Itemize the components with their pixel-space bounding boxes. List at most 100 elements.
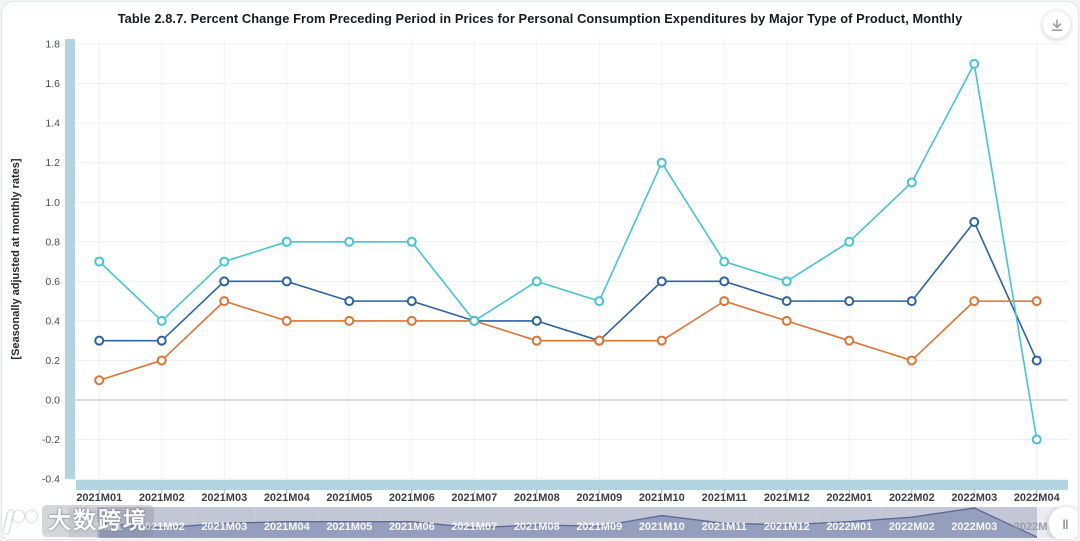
y-tick-label: 1.4 [45, 118, 60, 130]
download-button[interactable] [1042, 10, 1071, 39]
data-point-cyan[interactable] [344, 236, 355, 247]
data-point-blue[interactable] [906, 296, 917, 307]
download-icon [1051, 18, 1062, 31]
y-tick-label: -0.4 [42, 474, 60, 486]
data-point-cyan[interactable] [94, 256, 105, 267]
data-point-blue[interactable] [531, 315, 542, 326]
data-point-cyan[interactable] [281, 236, 292, 247]
navigator-label: 2021M09 [576, 521, 622, 533]
series-line-blue [98, 221, 1038, 362]
data-point-cyan[interactable] [219, 256, 230, 267]
navigator-label: 2021M11 [702, 521, 747, 533]
x-axis-label: 2021M05 [326, 492, 372, 504]
data-point-orange[interactable] [906, 355, 917, 366]
x-axis-label: 2021M08 [514, 492, 560, 504]
x-axis-label: 2021M10 [639, 492, 685, 504]
x-axis-label: 2021M07 [451, 492, 497, 504]
navigator-selection-mask[interactable] [97, 507, 1037, 538]
x-axis-label: 2021M02 [139, 492, 185, 504]
data-point-blue[interactable] [156, 335, 167, 346]
data-point-orange[interactable] [1031, 296, 1042, 307]
navigator-label: 2021M01 [76, 521, 122, 533]
navigator-label: 2021M12 [764, 521, 810, 533]
data-point-blue[interactable] [844, 296, 855, 307]
data-point-orange[interactable] [219, 296, 230, 307]
data-point-blue[interactable] [406, 296, 417, 307]
data-point-cyan[interactable] [719, 256, 730, 267]
data-point-cyan[interactable] [156, 315, 167, 326]
y-tick-label: 0.2 [45, 355, 60, 367]
navigator-label: 2022M02 [889, 521, 935, 533]
navigator-label: 2022M03 [951, 521, 997, 533]
y-tick-label: -0.2 [42, 434, 60, 446]
navigator-scroll-handle[interactable]: ‖ [1048, 506, 1078, 539]
x-axis-label: 2022M04 [1014, 492, 1061, 504]
navigator-label: 2021M04 [264, 521, 311, 533]
data-point-blue[interactable] [1031, 355, 1042, 366]
navigator-label: 2021M06 [389, 521, 435, 533]
x-axis-label: 2021M06 [389, 492, 435, 504]
x-axis-label: 2021M09 [576, 492, 622, 504]
data-point-blue[interactable] [656, 276, 667, 287]
data-point-blue[interactable] [969, 217, 980, 228]
data-point-cyan[interactable] [969, 58, 980, 69]
y-tick-label: 1.8 [45, 39, 60, 51]
data-point-orange[interactable] [594, 335, 605, 346]
navigator-label: 2021M08 [514, 521, 560, 533]
data-point-blue[interactable] [94, 335, 105, 346]
data-point-cyan[interactable] [594, 296, 605, 307]
chart-title: Table 2.8.7. Percent Change From Precedi… [117, 11, 963, 26]
grip-bars-icon: ‖ [1062, 516, 1070, 532]
data-point-cyan[interactable] [844, 236, 855, 247]
data-point-orange[interactable] [656, 335, 667, 346]
x-axis-label: 2021M11 [702, 492, 747, 504]
data-point-orange[interactable] [281, 315, 292, 326]
x-axis-label: 2021M04 [264, 492, 311, 504]
data-point-blue[interactable] [219, 276, 230, 287]
y-tick-label: 1.2 [45, 157, 60, 169]
x-axis-label: 2021M03 [201, 492, 247, 504]
y-axis-title: [Seasonally adjusted at monthly rates] [10, 158, 22, 359]
data-point-cyan[interactable] [781, 276, 792, 287]
y-tick-label: 1.0 [45, 197, 60, 209]
navigator-area-line [99, 507, 1038, 538]
series-line-orange [98, 300, 1038, 382]
navigator-label: 2021M03 [201, 521, 247, 533]
y-tick-label: 0.6 [45, 276, 60, 288]
data-point-cyan[interactable] [406, 236, 417, 247]
y-tick-label: 1.6 [45, 78, 60, 90]
data-point-blue[interactable] [344, 296, 355, 307]
navigator-area [99, 508, 1037, 538]
data-point-orange[interactable] [156, 355, 167, 366]
y-tick-label: 0.8 [45, 236, 60, 248]
data-point-cyan[interactable] [469, 315, 480, 326]
data-point-orange[interactable] [781, 315, 792, 326]
x-axis-label: 2021M12 [764, 492, 810, 504]
data-point-orange[interactable] [969, 296, 980, 307]
data-point-orange[interactable] [719, 296, 730, 307]
data-point-orange[interactable] [531, 335, 542, 346]
navigator-label: 2021M02 [139, 521, 185, 533]
data-point-blue[interactable] [781, 296, 792, 307]
y-tick-label: 0.4 [45, 315, 60, 327]
data-point-orange[interactable] [344, 315, 355, 326]
data-point-blue[interactable] [719, 276, 730, 287]
navigator-label: 2021M05 [326, 521, 372, 533]
navigator-label: 2022M01 [826, 521, 872, 533]
data-point-blue[interactable] [281, 276, 292, 287]
y-tick-label: 0.0 [45, 395, 60, 407]
data-point-cyan[interactable] [1031, 434, 1042, 445]
horizontal-scrollbar[interactable] [76, 480, 1068, 490]
data-point-cyan[interactable] [531, 276, 542, 287]
x-axis-label: 2022M01 [826, 492, 872, 504]
data-point-orange[interactable] [406, 315, 417, 326]
vertical-scrollbar[interactable] [65, 39, 75, 479]
data-point-orange[interactable] [844, 335, 855, 346]
data-point-cyan[interactable] [906, 177, 917, 188]
data-point-orange[interactable] [94, 375, 105, 386]
x-axis-label: 2022M03 [951, 492, 997, 504]
x-axis-label: 2021M01 [76, 492, 122, 504]
data-point-cyan[interactable] [656, 157, 667, 168]
